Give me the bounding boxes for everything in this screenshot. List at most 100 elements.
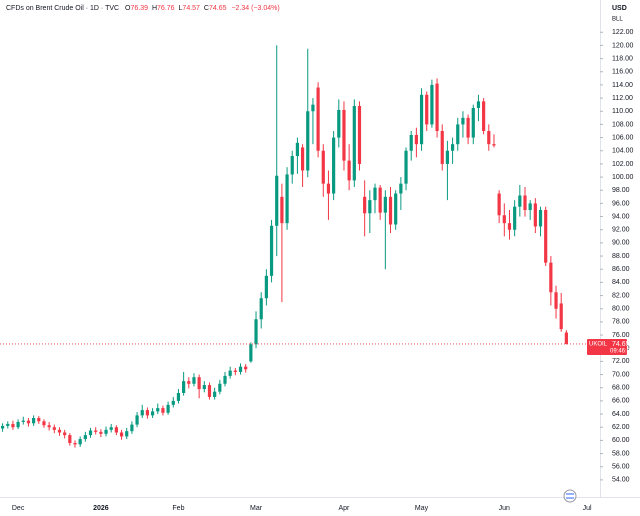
- candle-body: [63, 432, 67, 436]
- candle-body: [130, 424, 134, 432]
- candle-body: [218, 383, 222, 392]
- x-tick-label: 2026: [93, 505, 109, 512]
- y-tick-label: 96.00: [612, 200, 630, 207]
- candle-body: [513, 206, 517, 230]
- y-tick-label: 120.00: [612, 42, 634, 49]
- icon-circle[interactable]: [563, 489, 577, 503]
- candle-body: [171, 400, 175, 405]
- candle-body: [430, 84, 434, 125]
- y-tick-label: 80.00: [612, 306, 630, 313]
- candle-body: [161, 408, 165, 413]
- candle-body: [182, 381, 186, 393]
- x-tick-label: Jul: [583, 505, 592, 512]
- candle-body: [32, 418, 36, 424]
- ohlc-value: 74.65: [209, 5, 227, 12]
- candle-body: [290, 156, 294, 175]
- candle-body: [192, 377, 196, 384]
- candle-body: [471, 107, 475, 138]
- y-tick-label: 106.00: [612, 134, 634, 141]
- y-tick-label: 72.00: [612, 358, 630, 365]
- candle-body: [207, 385, 212, 397]
- y-tick-label: 88.00: [612, 253, 630, 260]
- candle-body: [373, 187, 377, 201]
- candle-body: [368, 200, 372, 214]
- y-tick-label: 76.00: [612, 332, 630, 339]
- candle-body: [104, 429, 108, 434]
- y-tick-label: 98.00: [612, 187, 630, 194]
- candle-body: [6, 423, 10, 426]
- candle-body: [461, 117, 465, 125]
- candle-body: [450, 144, 455, 151]
- candle-body: [68, 435, 72, 444]
- candle-body: [197, 377, 201, 390]
- x-tick-label: Mar: [250, 505, 263, 512]
- candle-body: [414, 134, 418, 145]
- candle-body: [244, 366, 248, 370]
- candle-body: [544, 209, 548, 263]
- candle-body: [502, 215, 506, 224]
- candle-body: [559, 303, 563, 330]
- candle-body: [363, 196, 367, 214]
- compare-icon[interactable]: [563, 489, 577, 503]
- ohlc-value: 76.76: [157, 5, 175, 12]
- candle-body: [352, 105, 356, 181]
- candle-body: [404, 150, 408, 184]
- candle-body: [528, 203, 532, 210]
- candle-body: [47, 425, 51, 428]
- candle-body: [492, 144, 496, 146]
- candle-body: [249, 344, 253, 362]
- y-tick-label: 60.00: [612, 437, 630, 444]
- ohlc-label: H: [152, 5, 157, 12]
- candle-body: [507, 223, 512, 230]
- ohlc-label: L: [179, 5, 183, 12]
- candle-body: [337, 109, 341, 138]
- candle-body: [482, 101, 486, 131]
- candle-body: [223, 375, 227, 384]
- candle-body: [114, 427, 118, 433]
- candle-body: [497, 193, 501, 216]
- candle-body: [487, 130, 491, 145]
- candle-body: [388, 196, 393, 225]
- candle-body: [269, 225, 274, 276]
- candle-body: [285, 174, 289, 224]
- x-tick-label: Jun: [499, 505, 510, 512]
- currency: USD: [612, 5, 627, 12]
- candle-body: [187, 381, 191, 384]
- y-tick-label: 110.00: [612, 108, 633, 115]
- candle-body: [399, 183, 403, 194]
- plot: 54.00 56.00 58.00 60.00 62.00 64.00 66.00 68.00…: [0, 29, 634, 512]
- candle-body: [73, 443, 77, 445]
- candle-body: [238, 366, 243, 372]
- y-tick-label: 66.00: [612, 398, 630, 405]
- candle-body: [321, 150, 325, 184]
- candle-body: [326, 183, 331, 194]
- candle-body: [156, 408, 160, 412]
- candle-body: [409, 134, 413, 151]
- last-price-box: [587, 338, 627, 355]
- candle-body: [383, 196, 387, 213]
- candle-body: [78, 439, 82, 445]
- candle-body: [332, 137, 336, 194]
- y-tick-label: 112.00: [612, 95, 633, 102]
- icon-lines: [566, 493, 574, 499]
- candle-body: [440, 130, 444, 164]
- candle-body: [42, 421, 46, 426]
- y-tick-label: 70.00: [612, 371, 630, 378]
- y-tick-label: 64.00: [612, 411, 630, 418]
- legend: CFDs on Brent Crude Oil · 1D · TVC O76.3…: [6, 5, 280, 12]
- candle-body: [275, 175, 279, 226]
- last-price-countdown: 09:46:02: [610, 349, 634, 355]
- candle-body: [435, 83, 439, 131]
- candle-body: [166, 404, 170, 413]
- candle-body: [347, 160, 351, 181]
- candle-body: [456, 124, 460, 145]
- y-tick-label: 122.00: [612, 29, 634, 36]
- candle-body: [523, 195, 527, 210]
- candle-body: [16, 421, 20, 428]
- candle-body: [202, 385, 206, 390]
- y-tick-label: 118.00: [612, 55, 633, 62]
- ohlc-label: O: [125, 5, 131, 12]
- x-tick-label: Apr: [339, 505, 351, 512]
- candle-body: [26, 420, 31, 424]
